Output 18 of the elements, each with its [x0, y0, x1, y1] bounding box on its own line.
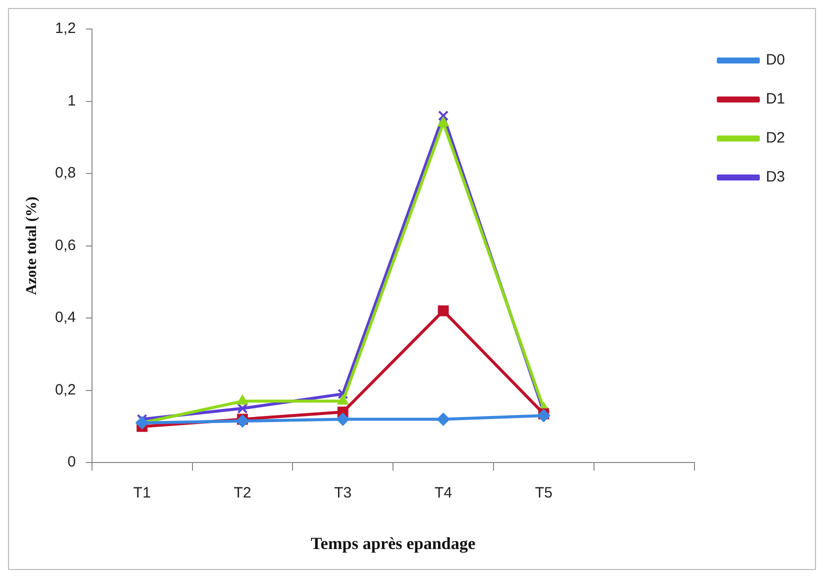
x-tick-label: T4	[434, 484, 452, 502]
x-tick-label: T1	[133, 484, 151, 502]
y-axis-title: Azote total (%)	[24, 196, 40, 295]
y-tick-label: 0,8	[54, 164, 76, 182]
y-tick-label: 0,2	[54, 381, 76, 398]
x-tick-label: T5	[534, 484, 552, 502]
y-tick-label: 0,4	[54, 309, 76, 326]
y-tick-label: 0,6	[54, 236, 76, 254]
legend-label: D1	[766, 90, 786, 108]
y-tick-label: 1	[68, 92, 76, 110]
y-tick-label: 1,2	[54, 20, 76, 38]
legend-label: D0	[766, 52, 786, 69]
x-tick-label: T3	[334, 484, 352, 502]
legend-label: D3	[766, 168, 786, 186]
x-axis-title: Temps après epandage	[310, 534, 476, 554]
x-tick-label: T2	[234, 484, 252, 502]
legend-label: D2	[766, 130, 786, 147]
y-tick-label: 0	[68, 454, 76, 471]
